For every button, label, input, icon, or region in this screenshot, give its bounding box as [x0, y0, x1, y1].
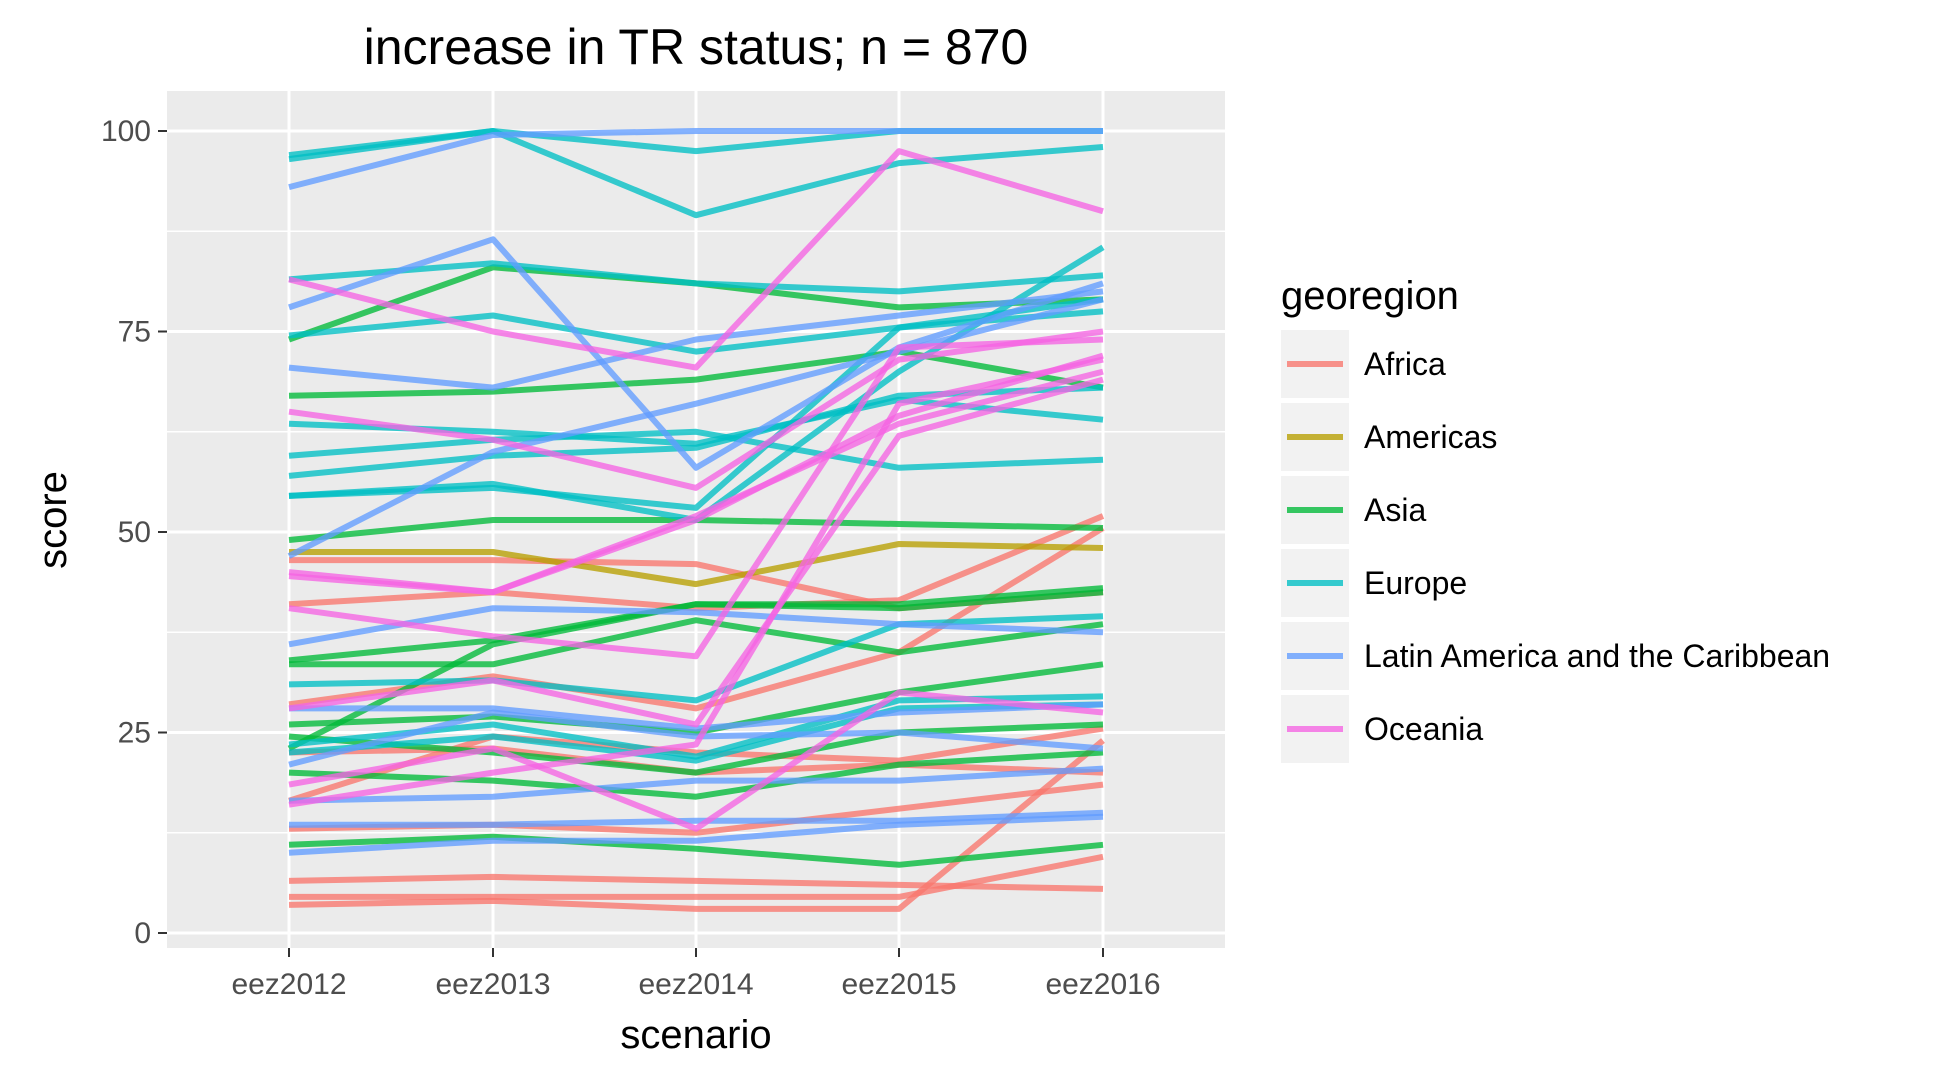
legend-key	[1281, 622, 1349, 690]
y-axis: 0 25 50 75 100	[101, 115, 167, 950]
x-tick-label: eez2014	[638, 968, 753, 1001]
series-line	[288, 721, 1104, 776]
y-axis-title: score	[31, 471, 75, 569]
series-line	[289, 853, 1104, 900]
x-tick-label: eez2013	[435, 968, 550, 1001]
series-line	[288, 513, 1105, 612]
legend-entries: Africa Americas Asia Europe Latin America an…	[1281, 330, 1830, 763]
series-line	[288, 260, 1104, 295]
legend-key	[1281, 549, 1349, 617]
series-line	[288, 738, 1105, 912]
series-line	[288, 709, 1104, 768]
legend-label: Americas	[1364, 419, 1497, 455]
series-line	[288, 765, 1104, 804]
chart-title: increase in TR status; n = 870	[364, 19, 1029, 75]
legend-key	[1281, 695, 1349, 763]
y-tick-label: 75	[118, 316, 151, 349]
legend: georegion Africa Americas Asia Europe Latin …	[1281, 274, 1830, 763]
series-line	[288, 749, 1104, 800]
series-line	[288, 613, 1104, 704]
legend-label: Africa	[1364, 346, 1446, 382]
series-line	[289, 701, 1104, 732]
series-line	[288, 661, 1104, 736]
series-line	[289, 617, 1104, 668]
legend-title: georegion	[1281, 274, 1459, 318]
series-line	[288, 356, 1104, 808]
series-line	[288, 833, 1104, 868]
series-line	[288, 689, 1104, 832]
x-tick-label: eez2012	[231, 968, 346, 1001]
series-line	[288, 288, 1104, 391]
series-line	[289, 541, 1104, 588]
legend-label: Asia	[1364, 492, 1426, 528]
series-line	[288, 368, 1104, 596]
series-line	[287, 296, 1104, 559]
legend-key	[1281, 476, 1349, 544]
legend-key	[1281, 330, 1349, 398]
x-tick-label: eez2015	[841, 968, 956, 1001]
series-line	[288, 605, 1104, 648]
series-line	[288, 813, 1104, 856]
series-line	[288, 328, 1104, 491]
legend-label: Europe	[1364, 565, 1467, 601]
series-line	[288, 236, 1104, 471]
x-tick-label: eez2016	[1045, 968, 1160, 1001]
series-lines	[287, 128, 1105, 912]
y-tick-label: 25	[118, 717, 151, 750]
y-tick-label: 50	[118, 516, 151, 549]
series-line	[288, 308, 1104, 355]
legend-label: Latin America and the Caribbean	[1364, 638, 1830, 674]
legend-label: Oceania	[1364, 711, 1483, 747]
y-tick-label: 100	[101, 115, 151, 148]
series-line	[288, 336, 1104, 660]
series-line	[288, 525, 1105, 712]
y-tick-label: 0	[134, 917, 151, 950]
series-line	[288, 128, 1103, 191]
series-line	[289, 809, 1104, 828]
x-axis-title: scenario	[620, 1013, 771, 1057]
series-line	[288, 148, 1104, 371]
x-axis: eez2012 eez2013 eez2014 eez2015 eez2016	[231, 948, 1161, 1001]
legend-key	[1281, 403, 1349, 471]
series-line	[288, 348, 1104, 399]
series-line	[288, 376, 1104, 728]
series-line	[288, 428, 1104, 471]
